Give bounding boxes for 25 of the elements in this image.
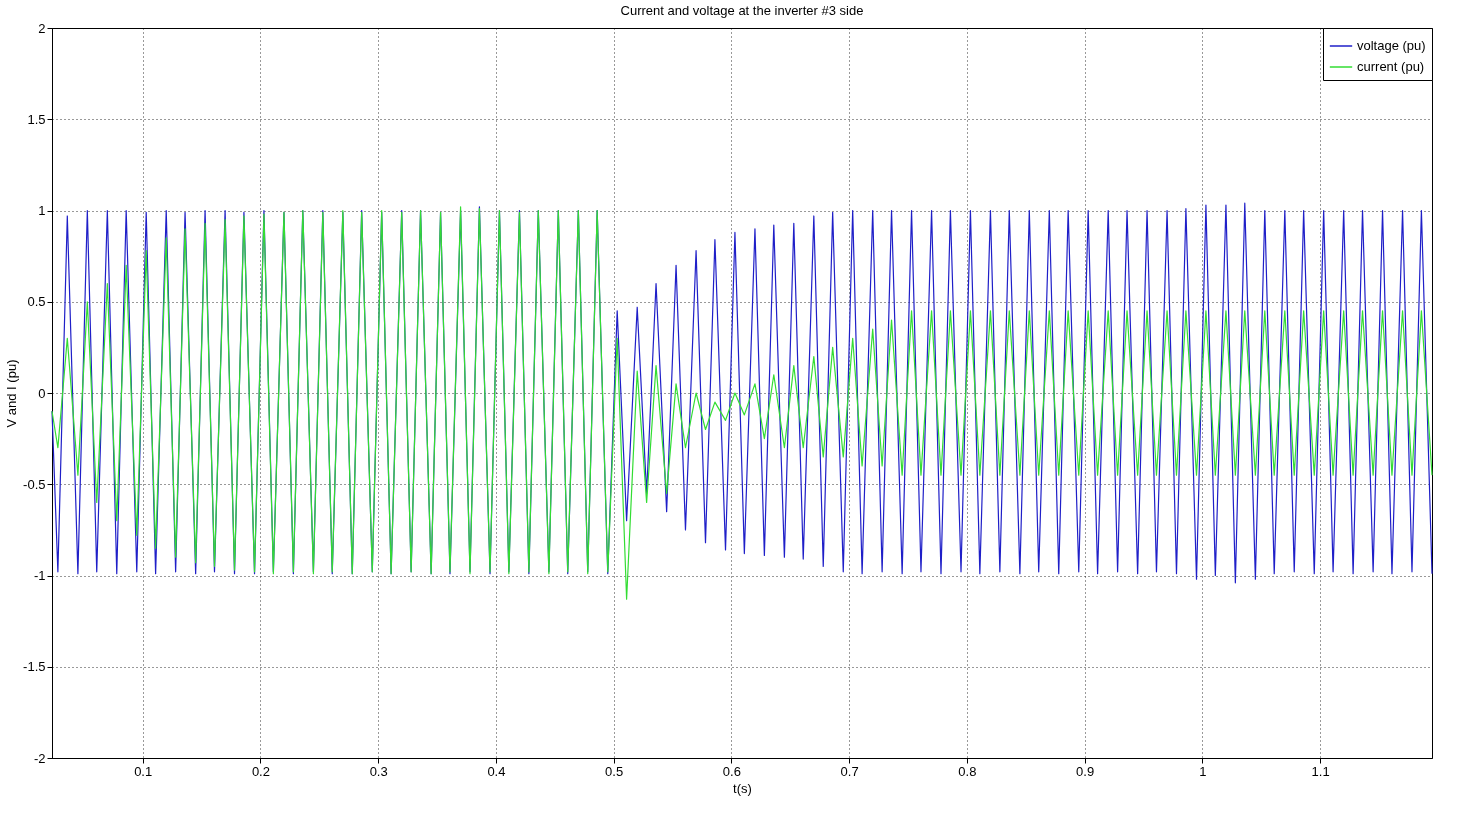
x-tick-label: 0.1: [134, 763, 153, 779]
legend-label: voltage (pu): [1357, 38, 1426, 53]
x-tick-label: 1: [1199, 763, 1207, 779]
legend-label: current (pu): [1357, 59, 1425, 74]
x-tick-label: 0.3: [369, 763, 388, 779]
y-tick-label: 1: [38, 203, 46, 218]
y-tick-label: -1.5: [23, 659, 46, 675]
y-tick-label: 2: [38, 20, 46, 36]
x-tick-label: 0.5: [605, 763, 624, 779]
x-tick-label: 0.8: [958, 763, 977, 779]
y-tick-label: -0.5: [23, 476, 46, 492]
x-tick-label: 0.2: [251, 763, 270, 779]
y-tick-label: 0.5: [27, 294, 46, 310]
y-axis-title: V and I (pu): [4, 359, 20, 428]
y-tick-label: 1.5: [27, 111, 46, 127]
y-tick-label: 0: [38, 385, 46, 401]
y-tick-label: -1: [33, 568, 46, 583]
x-axis-title: t(s): [733, 780, 752, 796]
chart-title: Current and voltage at the inverter #3 side: [620, 3, 864, 18]
x-tick-label: 1.1: [1311, 763, 1330, 779]
x-tick-label: 0.7: [840, 763, 859, 779]
y-tick-label: -2: [33, 750, 46, 766]
x-tick-label: 0.6: [722, 763, 741, 779]
x-tick-label: 0.4: [487, 763, 506, 779]
x-tick-label: 0.9: [1076, 763, 1095, 779]
